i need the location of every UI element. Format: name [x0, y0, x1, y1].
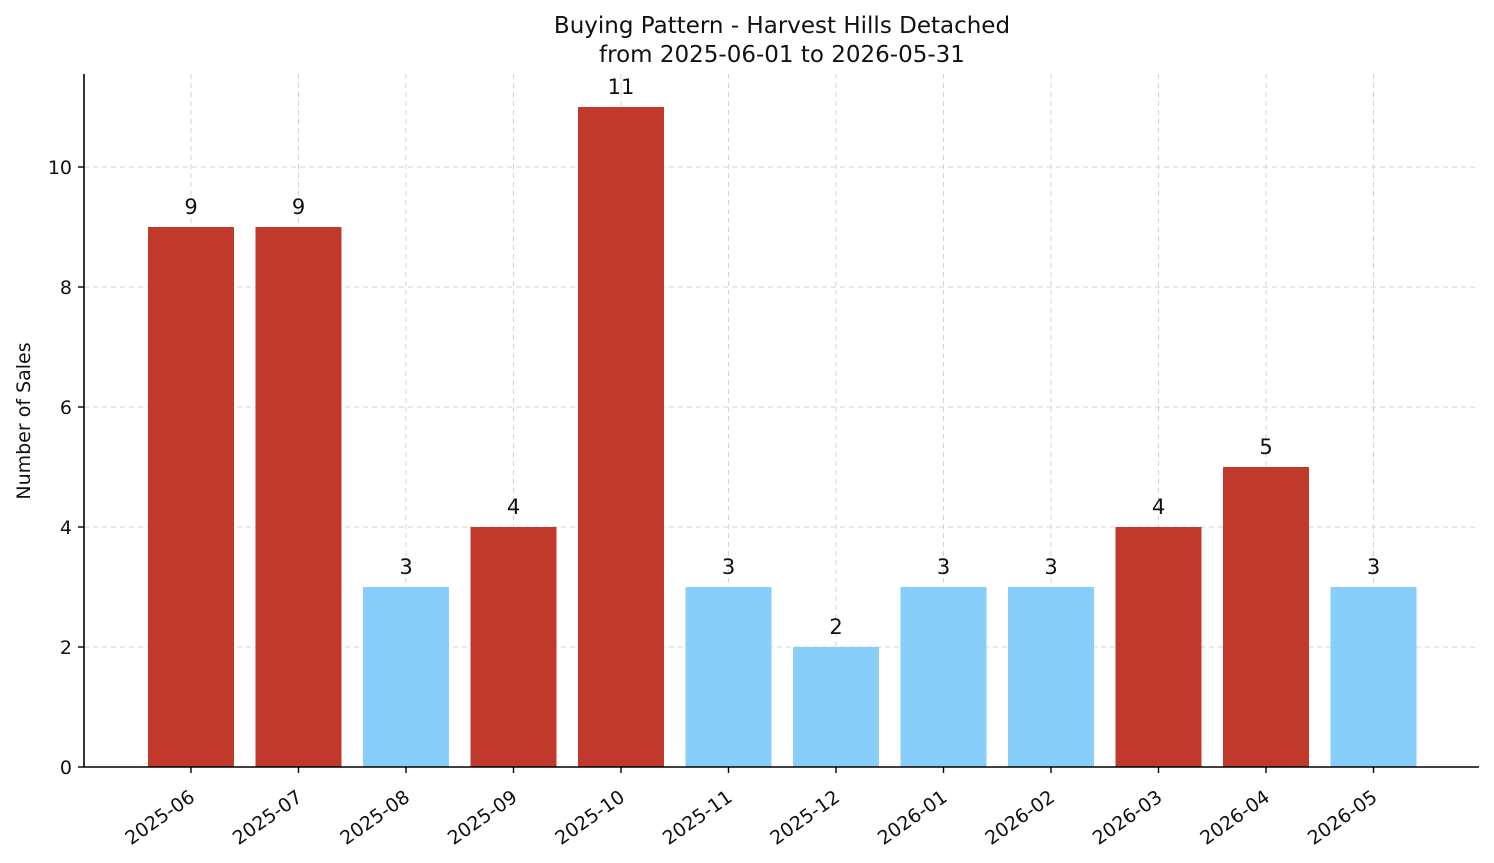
y-tick-label: 8 — [60, 277, 72, 299]
x-tick-label: 2025-11 — [659, 786, 737, 850]
bar — [1115, 527, 1202, 767]
bar — [363, 587, 449, 767]
y-tick-label: 10 — [48, 157, 72, 179]
x-tick-label: 2025-09 — [444, 786, 522, 850]
bar-value-label: 5 — [1259, 435, 1272, 459]
bar — [470, 527, 557, 767]
bar-value-label: 4 — [507, 495, 520, 519]
bar-value-label: 3 — [399, 555, 412, 579]
x-tick-label: 2026-03 — [1089, 786, 1167, 850]
bar — [148, 227, 234, 767]
bar-value-label: 2 — [829, 615, 842, 639]
x-tick-label: 2025-07 — [229, 786, 307, 850]
x-tick-label: 2026-05 — [1304, 786, 1382, 850]
bar-value-label: 3 — [1367, 555, 1380, 579]
bar — [255, 227, 342, 767]
bar-value-label: 3 — [937, 555, 950, 579]
bars-layer — [148, 107, 1417, 767]
bar — [1223, 467, 1309, 767]
bar — [578, 107, 664, 767]
bar — [1330, 587, 1417, 767]
bar-value-label: 9 — [292, 195, 305, 219]
chart-title: Buying Pattern - Harvest Hills Detached — [554, 13, 1010, 39]
bar — [685, 587, 772, 767]
x-tick-label: 2025-06 — [121, 786, 199, 850]
x-tick-label: 2025-12 — [766, 786, 844, 850]
bar — [900, 587, 987, 767]
x-tick-label: 2026-01 — [874, 786, 952, 850]
y-tick-label: 6 — [60, 397, 72, 419]
x-tick-label: 2025-10 — [551, 786, 629, 850]
bar-value-label: 9 — [184, 195, 197, 219]
y-tick-label: 0 — [60, 757, 72, 779]
x-tick-label: 2026-02 — [981, 786, 1059, 850]
bar — [793, 647, 879, 767]
x-tick-label: 2026-04 — [1196, 786, 1274, 850]
y-tick-label: 2 — [60, 637, 72, 659]
bar-value-label: 4 — [1152, 495, 1165, 519]
y-tick-label: 4 — [60, 517, 72, 539]
axes-layer — [78, 74, 1479, 773]
x-tick-label: 2025-08 — [336, 786, 414, 850]
chart-subtitle: from 2025-06-01 to 2026-05-31 — [599, 42, 965, 68]
bar — [1008, 587, 1094, 767]
bar-value-label: 11 — [608, 75, 635, 99]
bar-value-label: 3 — [722, 555, 735, 579]
bar-value-label: 3 — [1044, 555, 1057, 579]
y-axis-label: Number of Sales — [13, 342, 35, 499]
